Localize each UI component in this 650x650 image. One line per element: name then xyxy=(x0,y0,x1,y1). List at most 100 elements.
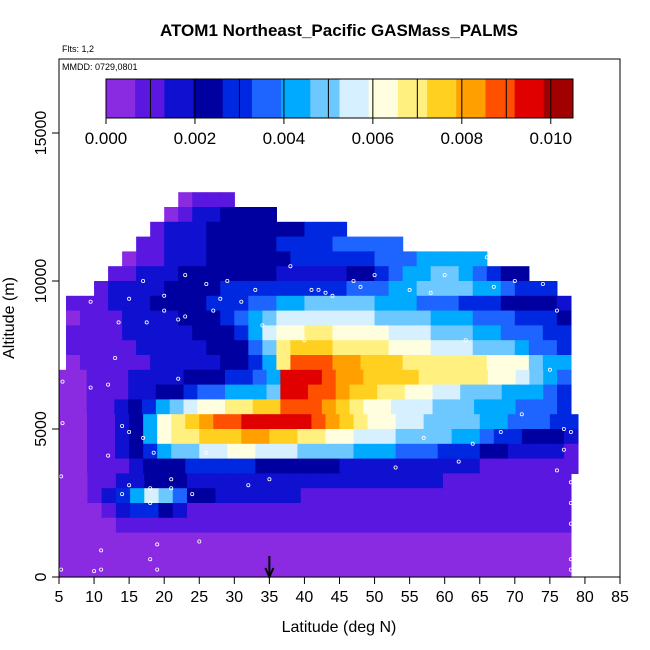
heatmap-cell xyxy=(185,414,200,430)
heatmap-cell xyxy=(158,517,174,534)
heatmap-cell xyxy=(374,281,390,297)
heatmap-cell xyxy=(549,458,565,474)
heatmap-cell xyxy=(142,384,157,400)
heatmap-cell xyxy=(101,473,117,489)
heatmap-cell xyxy=(229,503,245,519)
sample-point xyxy=(127,483,132,488)
heatmap-cell xyxy=(272,517,288,534)
heatmap-cell xyxy=(451,429,467,445)
heatmap-cell xyxy=(521,458,537,474)
heatmap-cell xyxy=(329,547,344,563)
heatmap-cell xyxy=(172,473,188,489)
heatmap-cell xyxy=(418,384,434,400)
heatmap-cell xyxy=(86,384,102,400)
heatmap-cell xyxy=(430,295,446,312)
heatmap-cell xyxy=(178,192,193,208)
sample-point xyxy=(141,278,146,283)
sample-point xyxy=(183,273,188,278)
heatmap-cell xyxy=(283,414,299,430)
heatmap-cell xyxy=(80,325,95,341)
heatmap-cell xyxy=(258,503,273,519)
heatmap-cell xyxy=(234,310,249,326)
sample-point xyxy=(442,273,447,278)
heatmap-cell xyxy=(493,458,509,474)
heatmap-cell xyxy=(400,547,416,563)
heatmap-cell xyxy=(377,399,392,415)
colorbar-swatch xyxy=(106,79,136,118)
heatmap-cell xyxy=(234,236,249,252)
heatmap-cell xyxy=(318,295,334,312)
heatmap-cell xyxy=(59,384,74,400)
x-tick-label: 55 xyxy=(401,589,419,606)
heatmap-cell xyxy=(437,414,453,430)
heatmap-cell xyxy=(158,547,174,563)
heatmap-cell xyxy=(428,562,444,578)
heatmap-cell xyxy=(418,399,434,415)
heatmap-cell xyxy=(363,399,378,415)
heatmap-cell xyxy=(325,458,341,474)
heatmap-cell xyxy=(255,458,270,474)
heatmap-cell xyxy=(286,517,302,534)
heatmap-cell xyxy=(402,295,418,312)
heatmap-cell xyxy=(556,562,572,578)
heatmap-cell xyxy=(357,488,373,504)
heatmap-cell xyxy=(367,458,383,474)
heatmap-cell xyxy=(346,310,362,326)
heatmap-cell xyxy=(129,429,144,445)
heatmap-cell xyxy=(100,399,115,415)
heatmap-cell xyxy=(213,429,228,445)
heatmap-cell xyxy=(416,251,432,267)
heatmap-cell xyxy=(290,310,306,326)
heatmap-cell xyxy=(87,429,102,445)
heatmap-cell xyxy=(471,532,487,548)
heatmap-cell xyxy=(357,473,373,489)
heatmap-cell xyxy=(416,266,432,282)
heatmap-cell xyxy=(220,281,235,297)
heatmap-cell xyxy=(215,488,231,504)
heatmap-cell xyxy=(130,473,145,489)
heatmap-cell xyxy=(59,369,74,386)
heatmap-cell xyxy=(444,295,460,312)
x-tick-label: 45 xyxy=(331,589,349,606)
heatmap-cell xyxy=(493,429,509,445)
heatmap-cell xyxy=(73,473,89,489)
heatmap-cell xyxy=(556,503,572,519)
sample-point xyxy=(547,367,552,372)
sample-point xyxy=(323,290,328,295)
heatmap-cell xyxy=(465,429,481,445)
sample-point xyxy=(407,287,412,292)
heatmap-cell xyxy=(444,325,460,341)
heatmap-cell xyxy=(185,429,200,445)
heatmap-cell xyxy=(499,532,515,548)
heatmap-cell xyxy=(80,340,95,356)
heatmap-cell xyxy=(563,429,579,445)
heatmap-cell xyxy=(402,325,418,341)
heatmap-cell xyxy=(276,236,292,252)
heatmap-cell xyxy=(465,443,481,460)
heatmap-cell xyxy=(474,369,489,386)
heatmap-cell xyxy=(528,281,544,297)
heatmap-cell xyxy=(178,355,193,371)
heatmap-cell xyxy=(485,547,501,563)
heatmap-cell xyxy=(423,414,439,430)
heatmap-cell xyxy=(283,429,299,445)
heatmap-cell xyxy=(386,488,401,504)
heatmap-cell xyxy=(59,503,74,519)
heatmap-cell xyxy=(543,384,558,400)
heatmap-cell xyxy=(428,517,444,534)
sample-point xyxy=(561,447,566,452)
heatmap-cell xyxy=(248,325,263,341)
heatmap-cell xyxy=(402,340,418,356)
heatmap-cell xyxy=(423,429,439,445)
heatmap-cell xyxy=(286,503,302,519)
sample-point xyxy=(491,284,496,289)
heatmap-cell xyxy=(308,384,323,400)
heatmap-cell xyxy=(262,251,277,267)
heatmap-cell xyxy=(500,355,516,371)
heatmap-cell xyxy=(339,429,355,445)
heatmap-cell xyxy=(374,355,390,371)
heatmap-cell xyxy=(485,517,501,534)
heatmap-cell xyxy=(122,281,137,297)
heatmap-cell xyxy=(430,355,446,371)
sample-point xyxy=(155,567,160,572)
